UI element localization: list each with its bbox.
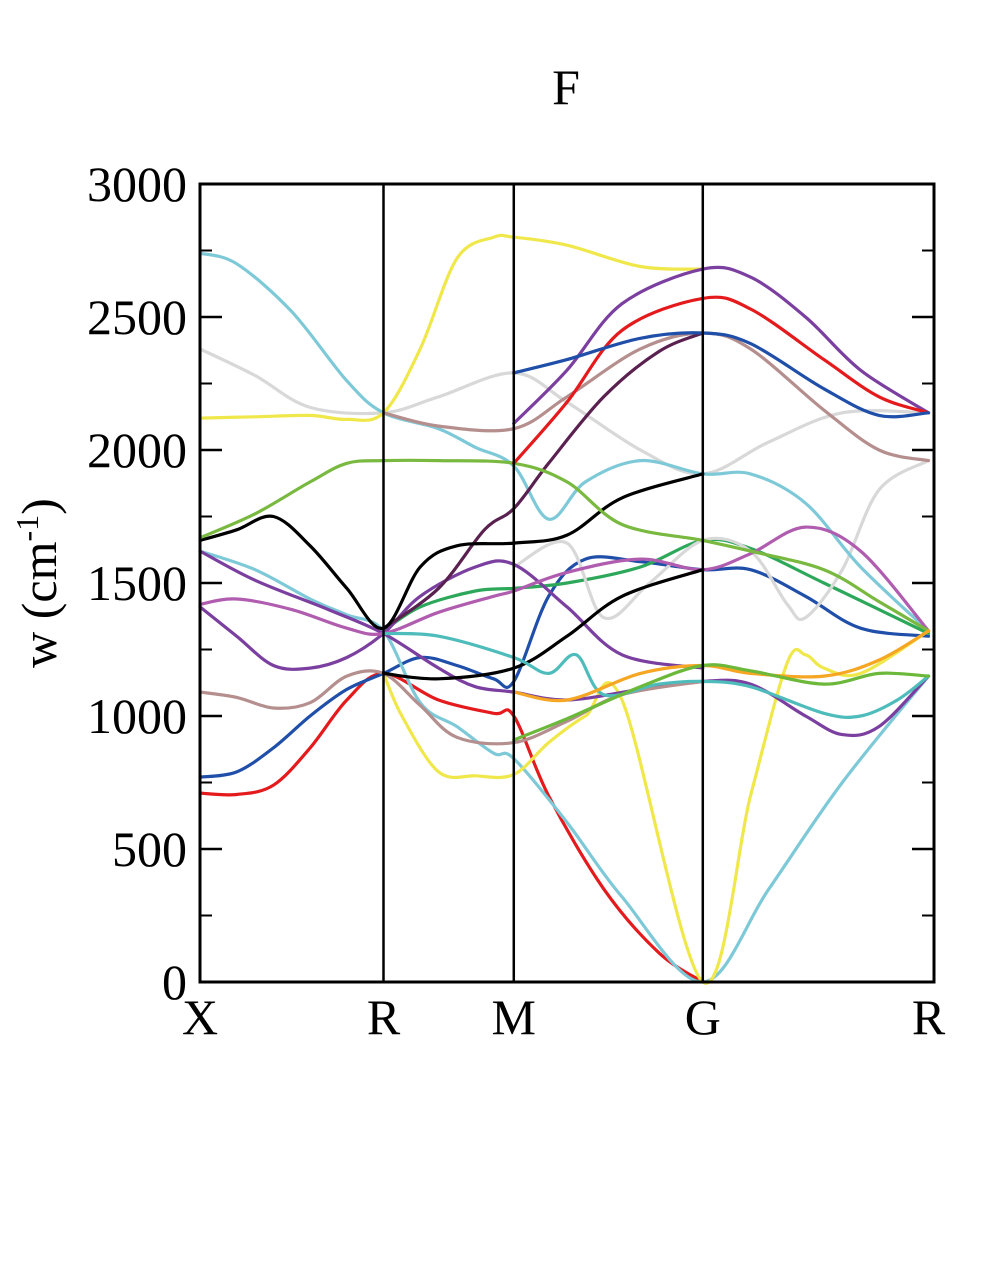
branch-line-23	[512, 331, 931, 419]
branch-line-14	[381, 331, 931, 463]
branch-line-1	[198, 671, 705, 984]
y-axis-ticks: 0 500 1000 1500 2000 2500 3000	[87, 156, 934, 1010]
branch-line-16	[381, 331, 705, 630]
x-tick-label-G: G	[685, 989, 721, 1045]
branch-line-12	[512, 265, 931, 425]
branch-line-11	[198, 559, 705, 671]
y-tick-label: 1000	[87, 688, 187, 744]
branch-line-19	[198, 458, 931, 633]
y-tick-label: 1500	[87, 555, 187, 611]
branch-line-24	[512, 663, 931, 742]
high-symmetry-lines	[382, 184, 705, 982]
y-tick-label: 500	[112, 821, 187, 877]
y-axis-label-sup: -1	[9, 515, 45, 542]
branch-line-22	[512, 295, 931, 465]
y-tick-label: 3000	[87, 156, 187, 212]
series-group	[198, 233, 931, 985]
branch-line-6	[198, 251, 931, 633]
branch-line-4	[198, 347, 931, 476]
branch-line-9	[381, 629, 931, 985]
branch-line-21	[512, 629, 931, 703]
branch-line-17	[198, 472, 705, 630]
y-tick-label: 0	[162, 954, 187, 1010]
x-tick-label-M: M	[492, 989, 536, 1045]
y-tick-label: 2500	[87, 289, 187, 345]
branch-line-3	[381, 537, 931, 636]
branch-line-18	[381, 568, 705, 681]
chart-title: F	[552, 59, 580, 115]
branch-line-13	[198, 669, 705, 746]
x-tick-label-R: R	[367, 989, 401, 1045]
x-tick-label-X: X	[182, 989, 218, 1045]
branch-line-8	[198, 233, 705, 422]
branch-line-5	[512, 459, 931, 622]
y-axis-label-main: w (cm	[11, 541, 67, 667]
y-axis-label-close: )	[11, 498, 67, 515]
x-tick-label-R: R	[912, 989, 946, 1045]
y-axis-label: w (cm-1)	[9, 498, 67, 668]
branch-line-10	[198, 549, 931, 738]
branch-line-15	[198, 525, 931, 636]
y-tick-label: 2000	[87, 422, 187, 478]
branch-line-2	[198, 555, 931, 779]
plot-frame	[198, 182, 936, 984]
